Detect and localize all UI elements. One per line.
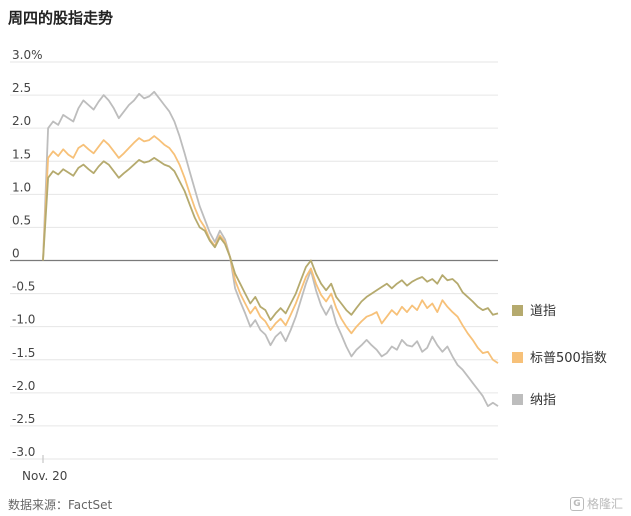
legend-label: 纳指 [530, 393, 556, 408]
y-tick-label: -2.0 [12, 379, 35, 393]
source-note: 数据来源：FactSet [8, 498, 113, 512]
watermark-logo-icon: G [569, 496, 584, 511]
y-tick-label: 0 [12, 247, 20, 261]
y-tick-label: 1.5 [12, 147, 31, 161]
legend-swatch [512, 305, 523, 316]
watermark-text: 格隆汇 [586, 497, 623, 511]
y-tick-label: -1.5 [12, 346, 35, 360]
legend-swatch [512, 352, 523, 363]
y-tick-label: -2.5 [12, 412, 35, 426]
watermark: G 格隆汇 [569, 495, 623, 512]
grid-lines [10, 61, 498, 460]
series-lines [42, 90, 499, 408]
series-line-1 [42, 135, 499, 364]
y-tick-label: 2.5 [12, 81, 31, 95]
y-tick-label: 3.0% [12, 48, 43, 62]
series-line-0 [42, 156, 499, 322]
chart-title: 周四的股指走势 [8, 9, 114, 27]
legend-label: 道指 [530, 304, 556, 319]
x-axis-ticks: Nov. 20 [22, 455, 67, 483]
y-tick-label: -3.0 [12, 445, 35, 459]
y-tick-label: 1.0 [12, 180, 31, 194]
y-tick-label: -0.5 [12, 280, 35, 294]
y-tick-label: -1.0 [12, 313, 35, 327]
y-axis-ticks: 3.0% 2.5 2.0 1.5 1.0 0.5 0 -0.5 -1.0 -1.5 -2.0 -2.5… [12, 48, 43, 459]
legend-label: 标普500指数 [530, 351, 607, 366]
series-line-2 [42, 90, 499, 408]
y-tick-label: 0.5 [12, 213, 31, 227]
legend-swatch [512, 394, 523, 405]
y-tick-label: 2.0 [12, 114, 31, 128]
x-tick-label: Nov. 20 [22, 469, 67, 483]
